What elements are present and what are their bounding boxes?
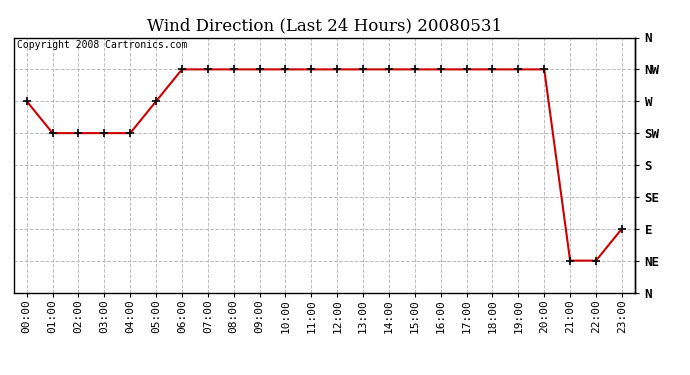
Title: Wind Direction (Last 24 Hours) 20080531: Wind Direction (Last 24 Hours) 20080531 <box>147 18 502 34</box>
Text: Copyright 2008 Cartronics.com: Copyright 2008 Cartronics.com <box>17 40 187 50</box>
